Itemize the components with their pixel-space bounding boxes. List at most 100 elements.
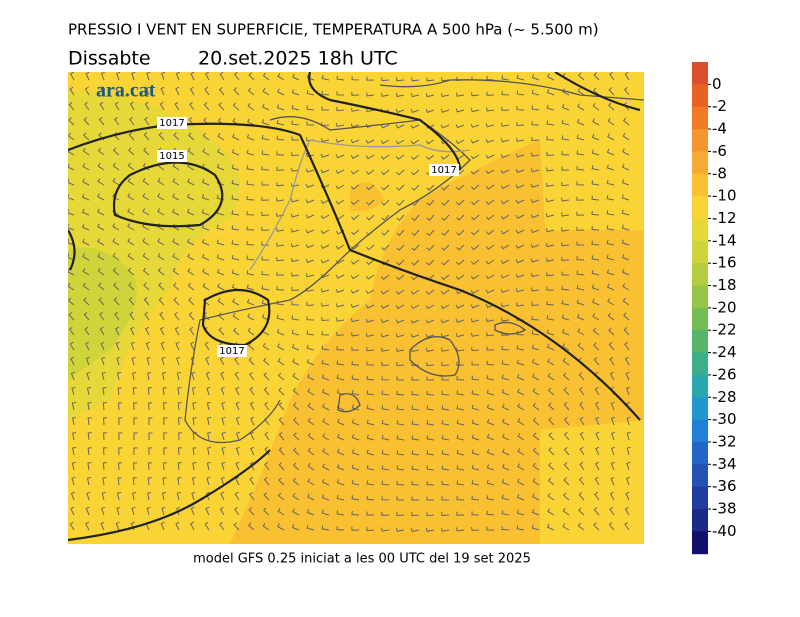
isobar-label: 1017 [431,165,456,176]
wind-barb [592,327,600,336]
wind-barb [68,268,75,276]
colorbar-label: -28 [712,388,737,406]
wind-barb [381,244,390,251]
wind-barb [546,343,555,351]
wind-barb [207,431,212,441]
wind-barb [441,527,450,532]
wind-barb [250,446,255,456]
wind-barb [366,259,375,266]
wind-barb [322,433,330,441]
wind-barb [609,371,615,381]
wind-barb [235,416,240,426]
wind-barb [456,214,465,221]
wind-barb [144,116,150,126]
wind-barb [249,401,255,411]
wind-barb [276,328,285,336]
colorbar-swatch [692,464,708,488]
colorbar-swatch [692,173,708,197]
wind-barb [576,313,585,321]
wind-barb [117,491,122,501]
wind-barb [610,416,616,426]
wind-barb [335,303,345,308]
wind-barb [545,213,555,218]
wind-barb [307,402,315,411]
wind-barb [546,300,555,306]
wind-barb [97,178,105,186]
wind-barb [380,333,390,338]
wind-barb [595,416,600,426]
wind-barb [486,464,495,471]
wind-barb [610,461,615,471]
wind-barb [531,315,540,321]
wind-barb [561,182,570,187]
wind-barb [455,333,465,338]
wind-barb [500,184,510,190]
wind-barb [622,148,630,156]
wind-barb [158,282,165,291]
wind-barb [320,153,330,158]
wind-barb [177,402,182,411]
wind-barb [395,139,405,145]
wind-barb [157,238,165,246]
wind-barb [531,301,540,306]
colorbar-label: -4 [712,120,727,138]
wind-barb [246,226,255,231]
wind-barb [531,152,540,157]
wind-barb [486,375,495,381]
wind-barb [231,179,240,186]
wind-barb [351,375,360,381]
wind-barb [621,239,630,246]
wind-barb [290,213,300,218]
wind-barb [396,347,405,352]
wind-barb [264,431,270,441]
wind-barb [562,357,570,366]
wind-barb [221,431,226,441]
wind-barb [411,244,420,251]
wind-barb [112,162,120,171]
wind-barb [261,285,270,291]
wind-barb [68,132,75,141]
wind-barb [232,133,240,141]
wind-barb [160,86,165,96]
wind-barb [426,405,435,411]
wind-barb [159,101,165,111]
wind-barb [86,386,92,396]
wind-barb [177,417,183,426]
wind-barb [516,90,525,96]
wind-barb [561,151,570,156]
wind-barb [381,527,390,532]
wind-barb [335,169,345,174]
wind-barb [305,244,315,249]
wind-barb [486,510,495,516]
wind-barb [380,124,390,129]
wind-barb [133,462,138,471]
wind-barb [306,74,315,81]
wind-barb [276,257,285,262]
wind-barb [350,139,360,144]
wind-barb [517,448,525,456]
wind-barb [336,510,345,516]
wind-barb [335,244,345,250]
wind-barb [517,463,525,471]
wind-barb [576,211,585,216]
wind-barb [132,372,137,381]
wind-barb [247,102,255,111]
wind-barb [187,253,195,261]
wind-barb [471,92,480,97]
wind-barb [561,197,570,202]
wind-barb [276,151,285,156]
wind-barb [307,462,315,471]
wind-barb [218,102,225,111]
wind-barb [515,273,525,278]
wind-barb [594,491,600,501]
wind-barb [336,464,345,471]
wind-barb [143,282,150,291]
wind-barb [410,154,420,161]
wind-barb [547,73,555,81]
wind-barb [205,356,210,366]
wind-barb [133,417,138,426]
wind-barb [102,387,107,396]
wind-barb [621,268,630,276]
wind-barb [592,118,600,126]
